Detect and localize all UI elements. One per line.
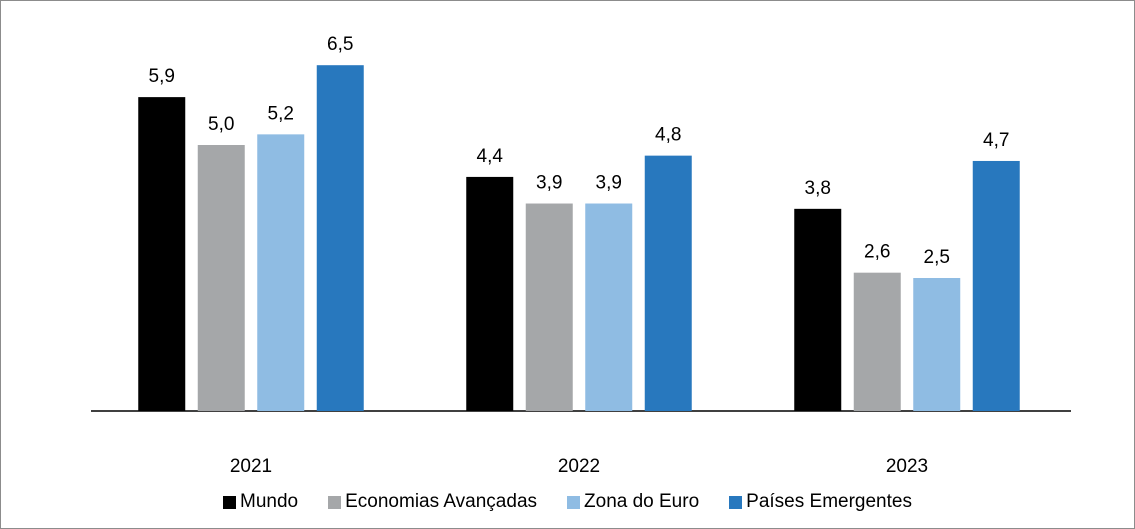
data-label: 6,5 (327, 34, 353, 55)
legend-label: Mundo (240, 491, 299, 512)
data-label: 5,0 (208, 114, 234, 135)
legend-item: Mundo (223, 491, 298, 513)
data-label: 3,9 (536, 173, 562, 194)
legend-swatch (223, 495, 237, 509)
bar (257, 134, 305, 412)
data-label: 4,4 (477, 146, 504, 167)
data-label: 5,2 (268, 103, 294, 124)
bar (585, 203, 633, 411)
bar (197, 145, 245, 411)
data-label: 2,6 (864, 242, 890, 263)
legend-swatch (567, 495, 581, 509)
legend-label: Países Emergentes (746, 491, 912, 512)
legend-item: Economias Avançadas (328, 491, 537, 513)
x-tick-label: 2023 (886, 456, 928, 477)
legend-label: Economias Avançadas (345, 491, 538, 512)
data-label: 3,8 (805, 178, 831, 199)
legend-label: Zona do Euro (584, 491, 700, 512)
legend-item: Países Emergentes (729, 491, 912, 513)
bar (853, 272, 901, 411)
data-label: 5,9 (149, 66, 175, 87)
plot: 2021 5,9 5,0 5,2 6,5 2022 4,4 3,9 3,9 4,8 2023 3,8 2… (91, 34, 1071, 477)
legend-swatch (729, 495, 743, 509)
bar (794, 208, 842, 411)
legend: Mundo Economias Avançadas Zona do Euro País… (1, 491, 1134, 513)
data-label: 4,8 (655, 125, 681, 146)
bar (913, 278, 961, 411)
bar (972, 160, 1020, 411)
bar (138, 97, 186, 412)
bar (525, 203, 573, 411)
bar (644, 155, 692, 411)
legend-item: Zona do Euro (567, 491, 699, 513)
x-tick-label: 2021 (230, 456, 272, 477)
data-label: 4,7 (983, 130, 1009, 151)
legend-swatch (328, 495, 342, 509)
data-label: 3,9 (596, 173, 622, 194)
data-label: 2,5 (924, 247, 950, 268)
bar (466, 176, 514, 411)
bar (316, 65, 364, 411)
x-tick-label: 2022 (558, 456, 600, 477)
